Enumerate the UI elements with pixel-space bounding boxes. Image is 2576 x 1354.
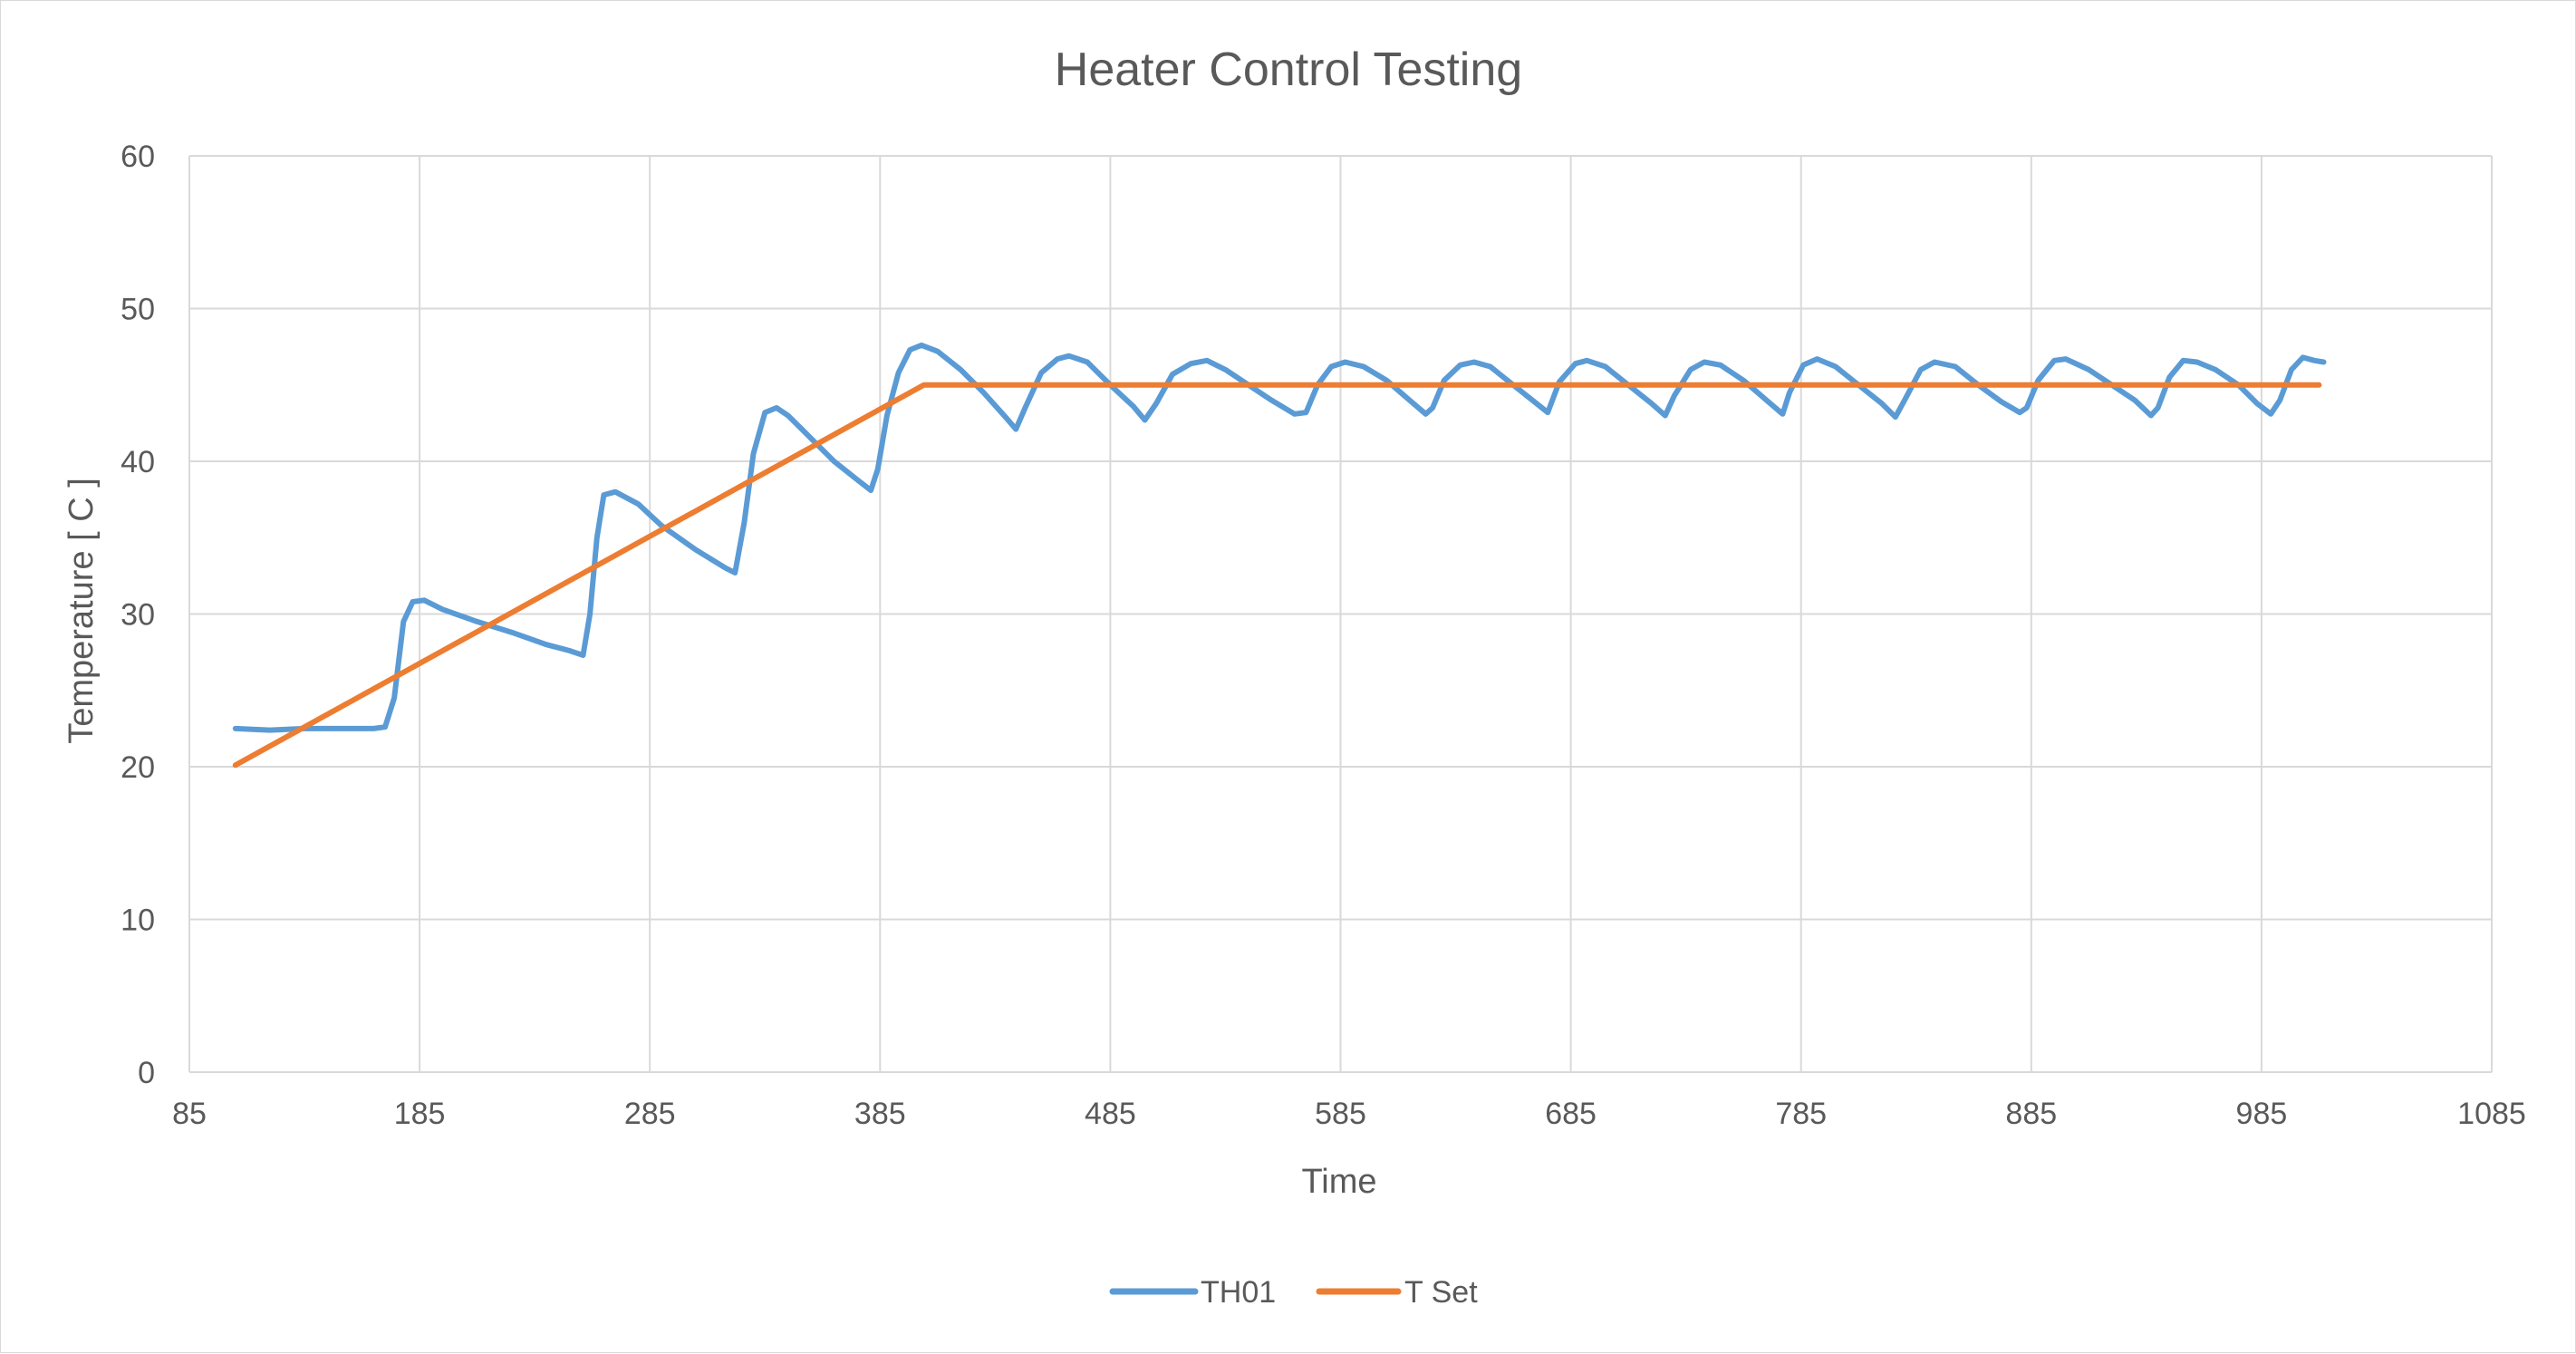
y-axis-ticks: 0 10 20 30 40 50 60 xyxy=(121,140,155,1090)
x-tick-label: 385 xyxy=(854,1097,906,1131)
series-lines xyxy=(232,342,2327,769)
series-line-th01 xyxy=(232,342,2327,733)
y-tick-label: 30 xyxy=(121,598,155,633)
y-axis-title: Temperature [ C ] xyxy=(63,478,101,744)
y-tick-label: 60 xyxy=(121,140,155,174)
x-axis-ticks: 85 185 285 385 485 585 685 785 885 985 1085 xyxy=(172,1097,2526,1131)
y-tick-label: 0 xyxy=(138,1056,155,1090)
x-axis-title: Time xyxy=(1301,1163,1376,1201)
y-tick-label: 50 xyxy=(121,293,155,327)
x-tick-label: 785 xyxy=(1775,1097,1827,1131)
gridlines xyxy=(188,155,2493,1073)
y-tick-label: 40 xyxy=(121,445,155,479)
x-tick-label: 585 xyxy=(1315,1097,1366,1131)
x-tick-label: 185 xyxy=(394,1097,446,1131)
x-tick-label: 85 xyxy=(172,1097,207,1131)
legend-label-tset: T Set xyxy=(1404,1275,1478,1310)
legend: TH01 T Set xyxy=(1109,1275,1478,1310)
chart-title: Heater Control Testing xyxy=(1055,44,1522,96)
series-line-t-set xyxy=(232,382,2322,769)
x-tick-label: 985 xyxy=(2236,1097,2288,1131)
x-tick-label: 885 xyxy=(2005,1097,2057,1131)
y-tick-label: 10 xyxy=(121,904,155,938)
x-tick-label: 285 xyxy=(624,1097,676,1131)
legend-label-th01: TH01 xyxy=(1201,1275,1276,1310)
x-tick-label: 485 xyxy=(1085,1097,1136,1131)
y-tick-label: 20 xyxy=(121,750,155,785)
x-tick-label: 685 xyxy=(1545,1097,1597,1131)
x-tick-label: 1085 xyxy=(2457,1097,2526,1131)
